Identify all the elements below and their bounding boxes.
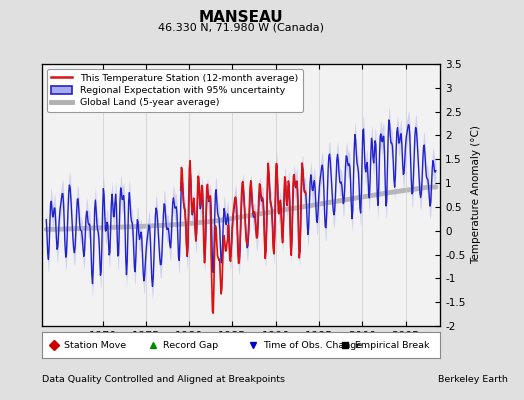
Text: Station Move: Station Move [64,340,126,350]
Text: Time of Obs. Change: Time of Obs. Change [263,340,362,350]
Text: MANSEAU: MANSEAU [199,10,283,25]
Text: 46.330 N, 71.980 W (Canada): 46.330 N, 71.980 W (Canada) [158,22,324,32]
Y-axis label: Temperature Anomaly (°C): Temperature Anomaly (°C) [471,126,481,264]
Text: Data Quality Controlled and Aligned at Breakpoints: Data Quality Controlled and Aligned at B… [42,375,285,384]
Text: Empirical Break: Empirical Break [355,340,429,350]
Legend: This Temperature Station (12-month average), Regional Expectation with 95% uncer: This Temperature Station (12-month avera… [47,69,303,112]
Text: Berkeley Earth: Berkeley Earth [439,375,508,384]
Text: Record Gap: Record Gap [163,340,219,350]
